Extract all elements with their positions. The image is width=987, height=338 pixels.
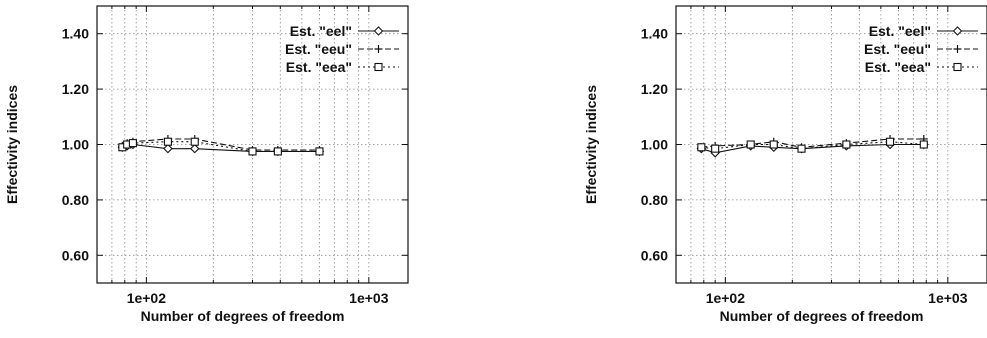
legend-label: Est. "eea": [865, 59, 931, 75]
series-3: [697, 137, 928, 153]
y-axis-label: Effectivity indices: [583, 85, 599, 204]
y-tick-label: 0.60: [62, 247, 89, 263]
y-tick-label: 1.20: [62, 81, 89, 97]
y-tick-label: 1.20: [641, 81, 668, 97]
data-point: [711, 144, 720, 153]
y-tick-label: 0.80: [641, 192, 668, 208]
data-point: [189, 143, 200, 154]
series-line: [122, 138, 320, 151]
data-point: [886, 137, 895, 146]
data-point: [746, 140, 755, 149]
y-tick-label: 0.80: [62, 192, 89, 208]
legend: Est. "eel" Est. "eeu" Est. "eea": [285, 23, 399, 75]
series-line: [701, 143, 924, 154]
legend-label: Est. "eel": [290, 23, 352, 39]
x-tick-label: 1e+02: [127, 290, 167, 306]
data-point: [248, 147, 257, 156]
series-line: [701, 141, 924, 150]
legend-marker: [953, 62, 962, 72]
legend-label: Est. "eea": [286, 59, 352, 75]
series-1: [117, 139, 325, 157]
x-tick-label: 1e+03: [349, 290, 389, 306]
legend-label: Est. "eeu": [864, 41, 931, 57]
x-tick-label: 1e+02: [706, 290, 746, 306]
data-point: [769, 140, 778, 149]
legend-marker: [374, 62, 383, 72]
data-point: [919, 140, 928, 149]
y-tick-label: 1.40: [641, 26, 668, 42]
series-line: [701, 138, 924, 148]
y-tick-label: 1.00: [62, 137, 89, 153]
y-tick-label: 0.60: [641, 247, 668, 263]
y-axis-label: Effectivity indices: [4, 85, 20, 204]
x-axis-label: Number of degrees of freedom: [720, 308, 924, 324]
x-axis-label: Number of degrees of freedom: [141, 308, 345, 324]
data-point: [315, 147, 324, 156]
data-point: [797, 144, 806, 153]
legend-marker: [953, 45, 962, 53]
data-point: [273, 147, 282, 156]
legend-marker: [374, 45, 383, 53]
plot-frame: [96, 5, 409, 284]
legend-marker: [952, 26, 963, 36]
legend-label: Est. "eel": [869, 23, 931, 39]
legend-label: Est. "eeu": [285, 41, 352, 57]
data-point: [163, 143, 173, 154]
series-3: [118, 137, 324, 156]
plot-frame: [675, 5, 987, 284]
data-point: [163, 137, 172, 146]
x-tick-label: 1e+03: [928, 290, 968, 306]
y-tick-label: 1.40: [62, 26, 89, 42]
data-point: [697, 143, 706, 152]
data-point: [190, 137, 199, 146]
legend-marker: [373, 26, 384, 36]
series-line: [122, 143, 320, 152]
y-tick-label: 1.00: [641, 137, 668, 153]
legend: Est. "eel" Est. "eeu" Est. "eea": [864, 23, 978, 75]
data-point: [842, 140, 851, 149]
data-point: [128, 139, 137, 148]
